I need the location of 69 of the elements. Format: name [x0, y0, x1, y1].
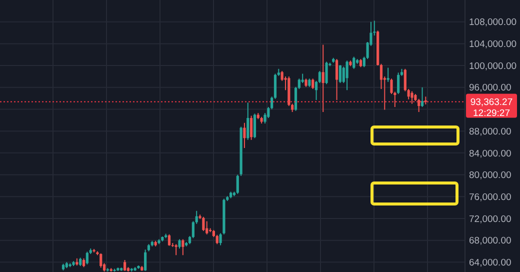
candlestick: [250, 116, 253, 140]
candlestick: [335, 58, 338, 100]
candlestick: [352, 56, 356, 69]
candlestick: [346, 60, 348, 90]
candlestick: [92, 249, 96, 252]
candlestick: [304, 78, 308, 87]
candlestick: [349, 60, 352, 66]
candlestick: [106, 268, 109, 272]
candlestick: [140, 266, 144, 271]
candlestick: [62, 264, 65, 270]
candlestick: [243, 122, 246, 148]
candlestick: [256, 113, 260, 120]
candlestick: [222, 198, 226, 234]
candlestick: [174, 244, 178, 256]
candlestick: [182, 239, 184, 256]
y-tick-label: 68,000.00: [469, 236, 512, 247]
candlestick: [134, 267, 136, 271]
y-tick-label: 96,000.00: [469, 82, 512, 94]
candlestick: [308, 78, 311, 87]
candlestick: [359, 58, 362, 68]
candlestick: [420, 87, 424, 108]
candlestick: [260, 116, 263, 124]
candlestick: [168, 234, 171, 246]
candlestick: [424, 96, 427, 104]
candlestick: [332, 58, 335, 63]
candlestick: [338, 64, 342, 84]
candlestick: [206, 221, 208, 234]
candlestick: [386, 68, 390, 82]
candlestick: [161, 236, 164, 242]
candlestick: [219, 233, 222, 246]
candlestick: [79, 258, 82, 266]
candlestick: [312, 78, 314, 90]
y-tick-label: 64,000.00: [469, 257, 512, 268]
y-tick-label: 100,000.00: [469, 60, 517, 72]
candlestick: [158, 239, 160, 244]
y-tick-label: 80,000.00: [469, 170, 512, 182]
candlestick: [236, 174, 239, 194]
candlestick: [65, 262, 68, 268]
y-tick-label: 88,000.00: [469, 126, 512, 138]
candlestick: [154, 240, 157, 246]
candlestick: [72, 261, 75, 266]
candlestick: [113, 268, 116, 272]
candlestick: [253, 114, 256, 138]
candlestick: [178, 239, 181, 249]
y-tick-label: 108,000.00: [469, 17, 517, 28]
y-tick-label: 76,000.00: [469, 192, 512, 203]
candlestick: [137, 265, 140, 269]
candlestick: [86, 252, 88, 264]
candlestick: [325, 62, 328, 84]
y-tick-label: 104,000.00: [469, 39, 517, 50]
candlestick: [110, 268, 112, 272]
candlestick: [82, 258, 86, 268]
y-tick-label: 84,000.00: [469, 148, 512, 160]
candlestick: [116, 268, 120, 271]
candlestick: [130, 268, 133, 272]
y-tick-label: 72,000.00: [469, 214, 512, 225]
candlestick: [202, 216, 205, 232]
candlestick: [100, 253, 102, 268]
candlestick: [410, 91, 414, 104]
candlestick: [246, 102, 250, 140]
candlestick: [322, 44, 324, 112]
candlestick: [240, 126, 242, 176]
ref-line-label: 93,363.27: [470, 97, 513, 108]
candlestick: [76, 258, 78, 266]
candlestick: [120, 268, 123, 271]
candlestick: [229, 192, 232, 198]
text: 12:29:27: [473, 108, 510, 120]
candlestick: [397, 72, 400, 94]
candlestick: [124, 260, 126, 271]
